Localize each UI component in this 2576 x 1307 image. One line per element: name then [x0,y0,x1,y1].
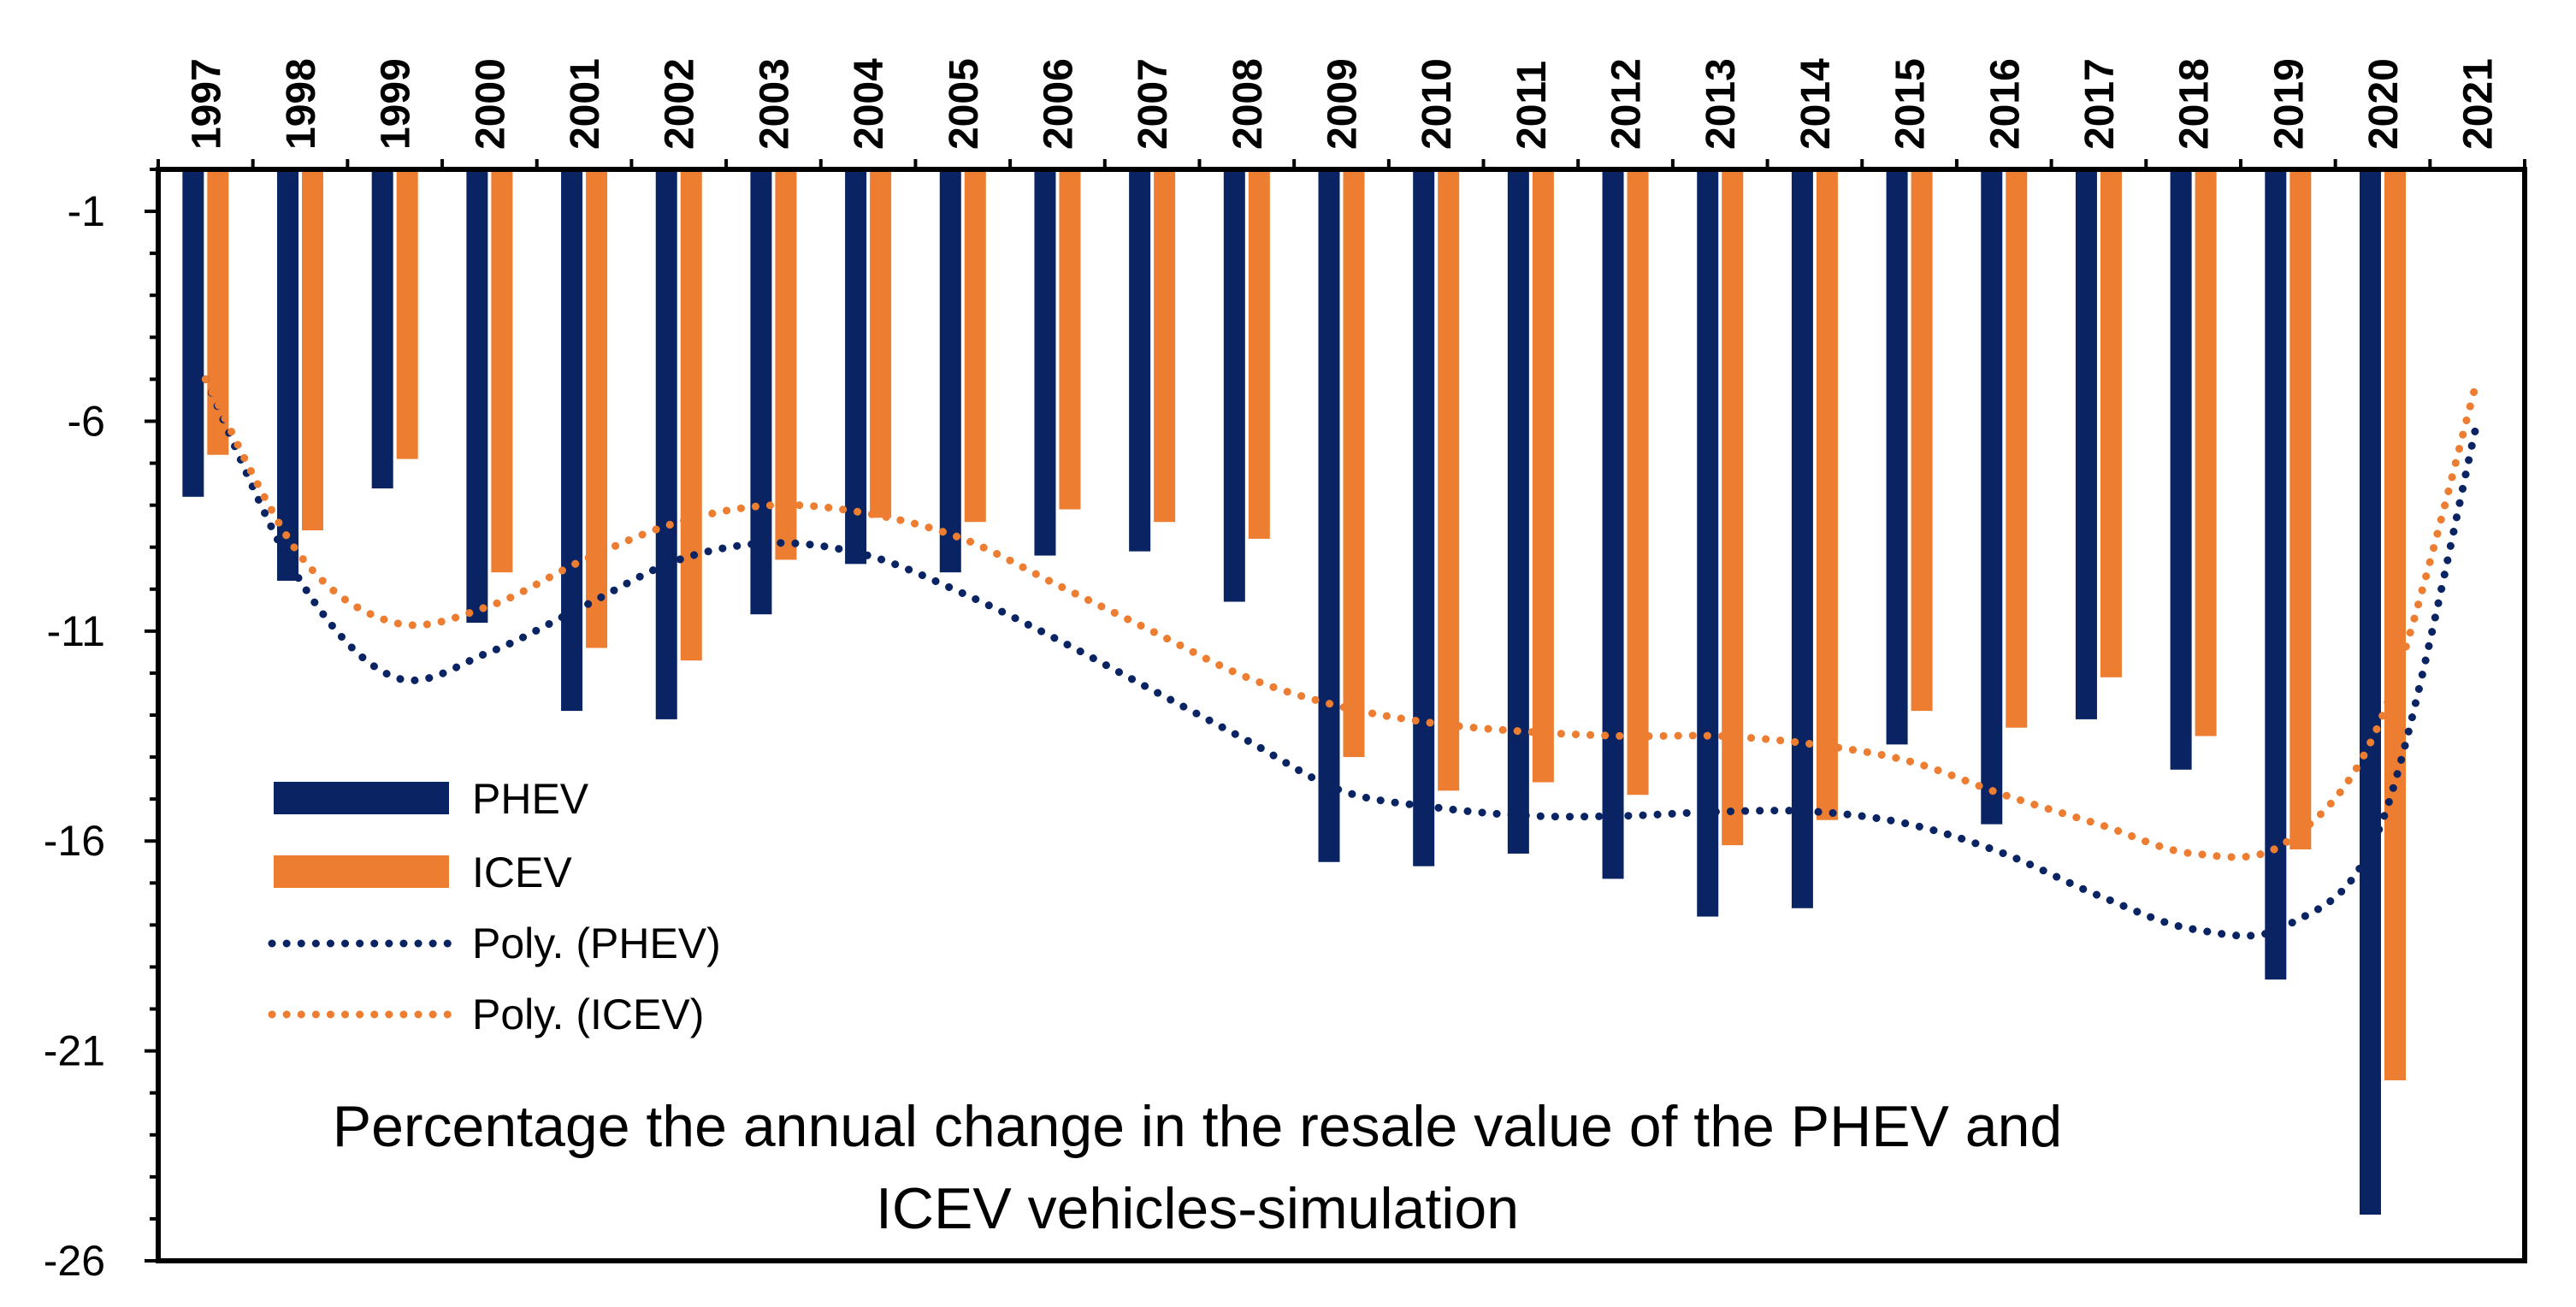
x-tick-label: 1998 [279,58,324,150]
x-tick-label: 2019 [2266,58,2312,150]
bar-phev-2004 [845,169,867,565]
legend-label-phev: PHEV [472,775,589,823]
x-tick-label: 2000 [468,58,513,150]
bar-icev-1997 [207,169,229,455]
x-tick-label: 2016 [1982,58,2028,150]
bar-phev-2002 [655,169,677,719]
x-tick-label: 2013 [1699,58,1744,150]
x-tick-label: 2003 [752,58,797,150]
bar-phev-2012 [1602,169,1624,879]
x-tick-label: 2008 [1226,58,1271,150]
bar-phev-2019 [2265,169,2287,980]
bar-icev-2000 [491,169,513,573]
bar-phev-2005 [939,169,961,573]
bar-icev-2015 [1911,169,1933,712]
bar-icev-2009 [1343,169,1365,758]
bar-phev-2003 [750,169,772,615]
axes: -1 -6 -11 -16 -21 -26 1997 1998 1999 2000 2001 2002… [44,58,2527,1285]
bar-phev-2013 [1697,169,1719,917]
legend-swatch-phev [274,782,449,814]
bar-phev-2007 [1129,169,1151,552]
bar-icev-2008 [1248,169,1270,539]
bar-icev-1999 [396,169,418,459]
bar-icev-2013 [1722,169,1744,846]
bars [182,169,2406,1215]
chart-title: Percentage the annual change in the resa… [333,1094,2063,1241]
x-tick-label: 2006 [1036,58,1081,150]
x-tick-label: 2015 [1888,58,1934,150]
chart-title-line-1: Percentage the annual change in the resa… [333,1094,2063,1159]
bar-phev-2009 [1318,169,1340,862]
legend: PHEV ICEV Poly. (PHEV) Poly. (ICEV) [268,775,721,1038]
legend-label-icev: ICEV [472,849,572,896]
x-tick-label: 2021 [2456,58,2502,150]
bar-icev-2012 [1627,169,1649,795]
bar-phev-1997 [182,169,204,497]
bar-icev-2011 [1532,169,1554,783]
bar-icev-2019 [2289,169,2312,850]
bar-phev-1998 [277,169,299,581]
plot-background [158,169,2525,1261]
bar-phev-2008 [1223,169,1245,602]
x-tick-label: 2002 [658,58,703,150]
legend-label-poly-icev: Poly. (ICEV) [472,991,704,1038]
bar-icev-1998 [302,169,324,531]
bar-icev-2004 [870,169,892,518]
x-tick-label: 2009 [1320,58,1366,150]
bar-phev-2017 [2075,169,2097,719]
x-tick-label: 2014 [1793,58,1839,150]
chart-title-line-2: ICEV vehicles-simulation [876,1176,1519,1241]
bar-phev-2001 [561,169,583,712]
bar-phev-2006 [1034,169,1056,556]
y-tick-label: -1 [68,187,105,235]
bar-icev-2014 [1816,169,1838,820]
y-tick-label: -6 [68,397,105,445]
bar-icev-2010 [1438,169,1460,791]
bar-phev-2010 [1413,169,1435,866]
x-tick-label: 2012 [1604,58,1650,150]
x-tick-label: 2018 [2172,58,2218,150]
bar-phev-2018 [2170,169,2192,770]
x-tick-label: 1997 [184,58,229,150]
x-tick-label: 2001 [563,58,608,150]
bar-icev-2017 [2100,169,2122,677]
y-tick-label: -26 [44,1237,105,1285]
bar-icev-2016 [2006,169,2028,728]
legend-label-poly-phev: Poly. (PHEV) [472,920,721,967]
trendlines [201,375,2482,940]
x-tick-label: 1999 [374,58,419,150]
bar-icev-2018 [2195,169,2217,736]
bar-icev-2002 [680,169,702,661]
x-tick-label: 2020 [2361,58,2407,150]
bar-phev-2015 [1886,169,1908,745]
bar-icev-2005 [964,169,986,523]
bar-icev-2006 [1059,169,1081,510]
x-tick-label: 2004 [847,58,892,150]
bar-icev-2007 [1154,169,1176,523]
bar-phev-1999 [371,169,393,488]
y-tick-label: -11 [46,607,105,655]
bar-icev-2003 [775,169,797,560]
y-tick-label: -16 [44,817,105,865]
bar-phev-2014 [1791,169,1813,908]
bar-icev-2001 [586,169,608,648]
legend-swatch-icev [274,855,449,888]
x-tick-label: 2010 [1415,58,1460,150]
trendline-poly-phev [201,375,2482,940]
x-tick-label: 2017 [2077,58,2123,150]
trendline-poly-icev [201,375,2482,861]
bar-icev-2020 [2384,169,2406,1080]
y-tick-label: -21 [44,1027,105,1075]
bar-phev-2011 [1507,169,1529,854]
bar-phev-2000 [466,169,488,624]
bar-phev-2016 [1981,169,2003,825]
plot-area [158,169,2525,1261]
x-tick-label: 2007 [1131,58,1176,150]
bar-phev-2020 [2359,169,2381,1215]
x-tick-label: 2011 [1510,61,1555,150]
x-tick-label: 2005 [942,58,987,150]
